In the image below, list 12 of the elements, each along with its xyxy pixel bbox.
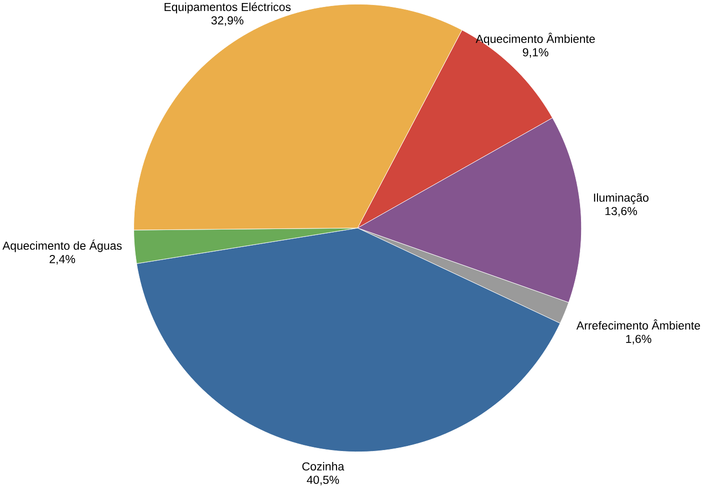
data-label: 9,1%	[522, 48, 548, 58]
data-label: 2,4%	[50, 255, 76, 265]
slice-label: Aquecimento Âmbiente	[476, 32, 595, 46]
slice-label: Cozinha	[302, 462, 344, 471]
slice-label: Arrefecimento Âmbiente	[576, 320, 700, 330]
data-label: 13,6%	[605, 207, 637, 217]
slice-label: Equipamentos Eléctricos	[164, 2, 291, 14]
data-label: 1,6%	[626, 334, 652, 345]
data-label: 40,5%	[306, 476, 339, 486]
data-label: 32,9%	[211, 16, 244, 26]
slice-label: Iluminação	[594, 193, 648, 204]
slice-label: Aquecimento de Águas	[2, 240, 122, 252]
